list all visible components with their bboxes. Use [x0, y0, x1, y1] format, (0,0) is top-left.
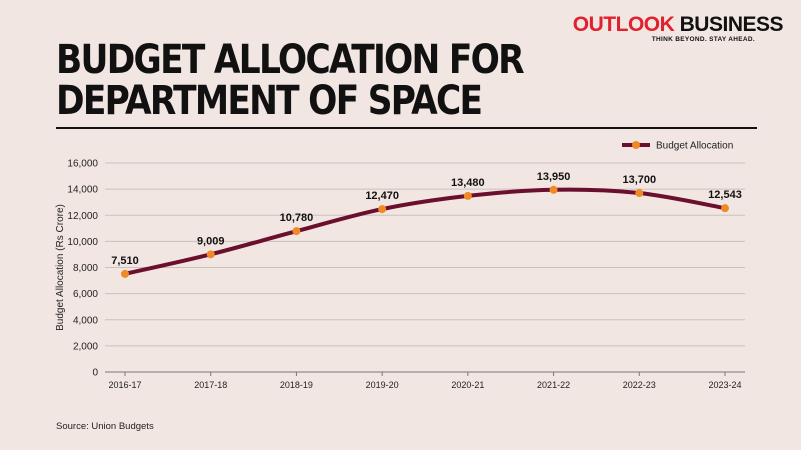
- data-point: [463, 191, 472, 200]
- brand-tagline: THINK BEYOND. STAY AHEAD.: [651, 36, 755, 43]
- data-label: 13,700: [622, 174, 656, 186]
- data-label: 9,009: [197, 235, 225, 247]
- x-tick-label: 2016-17: [108, 380, 141, 390]
- data-point: [292, 227, 301, 236]
- chart-title-line-2: DEPARTMENT OF SPACE: [56, 78, 483, 124]
- series-line-budget-allocation: [123, 187, 727, 276]
- data-point: [721, 204, 729, 213]
- y-tick-label: 16,000: [67, 159, 98, 170]
- x-tick-label: 2019-20: [366, 380, 399, 390]
- data-label: 13,950: [537, 171, 571, 183]
- data-label: 12,543: [708, 189, 742, 201]
- data-point: [378, 205, 387, 214]
- x-tick-label: 2020-21: [451, 380, 484, 390]
- brand-name-outlook: OUTLOOK: [572, 13, 675, 36]
- y-tick-label: 10,000: [67, 237, 98, 248]
- y-tick-label: 6,000: [73, 289, 98, 300]
- x-tick-label: 2018-19: [280, 380, 313, 390]
- data-point: [635, 189, 644, 198]
- y-axis-label: Budget Allocation (Rs Crore): [55, 204, 66, 331]
- y-tick-label: 12,000: [67, 211, 98, 222]
- legend-marker-swatch: [632, 141, 640, 149]
- brand-name-business: BUSINESS: [679, 13, 784, 36]
- brand-name: OUTLOOK BUSINESS: [572, 13, 784, 36]
- source-note: Source: Union Budgets: [56, 421, 154, 432]
- data-point: [549, 185, 558, 194]
- data-label: 10,780: [280, 212, 314, 224]
- data-point: [121, 269, 129, 278]
- chart-title-line-1: BUDGET ALLOCATION FOR: [56, 37, 525, 83]
- y-tick-label: 4,000: [73, 315, 98, 326]
- y-tick-label: 14,000: [67, 185, 98, 196]
- x-tick-label: 2022-23: [623, 380, 656, 390]
- x-tick-label: 2021-22: [537, 380, 570, 390]
- chart-title: BUDGET ALLOCATION FOR DEPARTMENT OF SPAC…: [56, 37, 525, 124]
- data-label: 7,510: [111, 255, 139, 267]
- data-point: [206, 250, 215, 259]
- data-label: 13,480: [451, 177, 485, 189]
- brand-logo: OUTLOOK BUSINESS THINK BEYOND. STAY AHEA…: [572, 13, 784, 44]
- data-label: 12,470: [365, 190, 399, 202]
- x-tick-label: 2023-24: [708, 380, 741, 390]
- x-tick-label: 2017-18: [194, 380, 227, 390]
- title-divider: [56, 127, 757, 129]
- legend-label: Budget Allocation: [656, 141, 733, 152]
- y-tick-label: 8,000: [73, 263, 98, 274]
- y-tick-label: 0: [92, 368, 98, 379]
- y-tick-label: 2,000: [73, 341, 98, 352]
